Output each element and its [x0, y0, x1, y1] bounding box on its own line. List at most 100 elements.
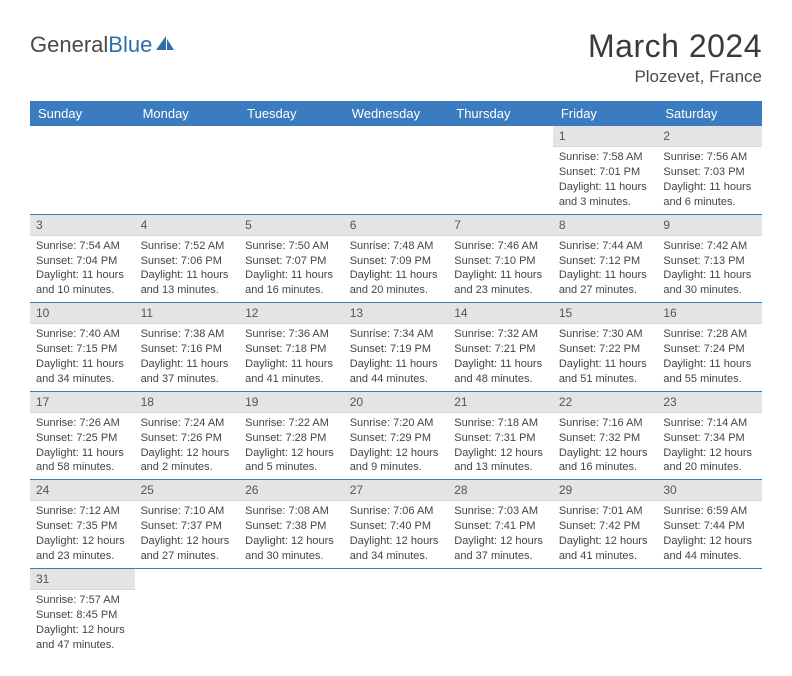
daylight-line-2: and 3 minutes. [559, 195, 652, 210]
sunset-line: Sunset: 7:41 PM [454, 519, 547, 534]
day-details: Sunrise: 7:52 AMSunset: 7:06 PMDaylight:… [135, 236, 240, 302]
sunset-line: Sunset: 7:35 PM [36, 519, 129, 534]
location-subtitle: Plozevet, France [588, 67, 762, 87]
sunrise-line: Sunrise: 7:32 AM [454, 327, 547, 342]
daylight-line-2: and 41 minutes. [245, 372, 338, 387]
sunset-line: Sunset: 7:03 PM [663, 165, 756, 180]
sunset-line: Sunset: 7:44 PM [663, 519, 756, 534]
day-details: Sunrise: 7:57 AMSunset: 8:45 PMDaylight:… [30, 590, 135, 656]
daylight-line-2: and 48 minutes. [454, 372, 547, 387]
calendar-cell: 6Sunrise: 7:48 AMSunset: 7:09 PMDaylight… [344, 214, 449, 303]
day-number: 9 [657, 215, 762, 236]
daylight-line-2: and 41 minutes. [559, 549, 652, 564]
calendar-cell: 26Sunrise: 7:08 AMSunset: 7:38 PMDayligh… [239, 480, 344, 569]
daylight-line-1: Daylight: 12 hours [663, 446, 756, 461]
daylight-line-2: and 16 minutes. [559, 460, 652, 475]
sunrise-line: Sunrise: 7:54 AM [36, 239, 129, 254]
sunset-line: Sunset: 7:26 PM [141, 431, 234, 446]
daylight-line-1: Daylight: 11 hours [663, 180, 756, 195]
calendar-page: GeneralBlue March 2024 Plozevet, France … [0, 0, 792, 676]
sunrise-line: Sunrise: 7:46 AM [454, 239, 547, 254]
sunrise-line: Sunrise: 7:26 AM [36, 416, 129, 431]
calendar-cell [657, 568, 762, 656]
sunrise-line: Sunrise: 7:28 AM [663, 327, 756, 342]
sunset-line: Sunset: 7:28 PM [245, 431, 338, 446]
weekday-header: Monday [135, 101, 240, 126]
daylight-line-1: Daylight: 11 hours [454, 268, 547, 283]
sunrise-line: Sunrise: 7:14 AM [663, 416, 756, 431]
calendar-cell: 12Sunrise: 7:36 AMSunset: 7:18 PMDayligh… [239, 303, 344, 392]
daylight-line-2: and 2 minutes. [141, 460, 234, 475]
calendar-cell: 29Sunrise: 7:01 AMSunset: 7:42 PMDayligh… [553, 480, 658, 569]
daylight-line-1: Daylight: 11 hours [141, 268, 234, 283]
daylight-line-1: Daylight: 12 hours [454, 534, 547, 549]
weekday-header: Saturday [657, 101, 762, 126]
day-number: 17 [30, 392, 135, 413]
sunrise-line: Sunrise: 7:08 AM [245, 504, 338, 519]
calendar-cell: 21Sunrise: 7:18 AMSunset: 7:31 PMDayligh… [448, 391, 553, 480]
weekday-header: Friday [553, 101, 658, 126]
sunrise-line: Sunrise: 7:22 AM [245, 416, 338, 431]
month-title: March 2024 [588, 28, 762, 65]
brand-part1: General [30, 32, 108, 58]
page-header: GeneralBlue March 2024 Plozevet, France [30, 28, 762, 87]
daylight-line-1: Daylight: 11 hours [245, 357, 338, 372]
day-details: Sunrise: 7:20 AMSunset: 7:29 PMDaylight:… [344, 413, 449, 479]
calendar-cell: 31Sunrise: 7:57 AMSunset: 8:45 PMDayligh… [30, 568, 135, 656]
sunrise-line: Sunrise: 7:06 AM [350, 504, 443, 519]
daylight-line-1: Daylight: 12 hours [141, 534, 234, 549]
calendar-cell [135, 126, 240, 214]
sunset-line: Sunset: 7:40 PM [350, 519, 443, 534]
daylight-line-2: and 20 minutes. [350, 283, 443, 298]
day-details: Sunrise: 7:46 AMSunset: 7:10 PMDaylight:… [448, 236, 553, 302]
calendar-cell: 10Sunrise: 7:40 AMSunset: 7:15 PMDayligh… [30, 303, 135, 392]
day-number: 15 [553, 303, 658, 324]
daylight-line-2: and 37 minutes. [141, 372, 234, 387]
day-number: 31 [30, 569, 135, 590]
daylight-line-1: Daylight: 11 hours [350, 357, 443, 372]
sunrise-line: Sunrise: 7:34 AM [350, 327, 443, 342]
daylight-line-1: Daylight: 11 hours [141, 357, 234, 372]
daylight-line-1: Daylight: 12 hours [559, 534, 652, 549]
daylight-line-2: and 13 minutes. [141, 283, 234, 298]
daylight-line-1: Daylight: 12 hours [559, 446, 652, 461]
daylight-line-1: Daylight: 11 hours [559, 268, 652, 283]
calendar-cell: 22Sunrise: 7:16 AMSunset: 7:32 PMDayligh… [553, 391, 658, 480]
day-number: 11 [135, 303, 240, 324]
sunset-line: Sunset: 7:29 PM [350, 431, 443, 446]
day-number: 28 [448, 480, 553, 501]
calendar-week-row: 1Sunrise: 7:58 AMSunset: 7:01 PMDaylight… [30, 126, 762, 214]
daylight-line-2: and 55 minutes. [663, 372, 756, 387]
day-details: Sunrise: 7:56 AMSunset: 7:03 PMDaylight:… [657, 147, 762, 213]
daylight-line-2: and 5 minutes. [245, 460, 338, 475]
daylight-line-1: Daylight: 11 hours [663, 268, 756, 283]
calendar-cell [448, 568, 553, 656]
calendar-cell: 20Sunrise: 7:20 AMSunset: 7:29 PMDayligh… [344, 391, 449, 480]
calendar-week-row: 3Sunrise: 7:54 AMSunset: 7:04 PMDaylight… [30, 214, 762, 303]
sunrise-line: Sunrise: 7:20 AM [350, 416, 443, 431]
daylight-line-2: and 51 minutes. [559, 372, 652, 387]
sunrise-line: Sunrise: 7:44 AM [559, 239, 652, 254]
calendar-cell: 17Sunrise: 7:26 AMSunset: 7:25 PMDayligh… [30, 391, 135, 480]
calendar-cell: 14Sunrise: 7:32 AMSunset: 7:21 PMDayligh… [448, 303, 553, 392]
day-number: 7 [448, 215, 553, 236]
sunrise-line: Sunrise: 7:57 AM [36, 593, 129, 608]
calendar-cell: 8Sunrise: 7:44 AMSunset: 7:12 PMDaylight… [553, 214, 658, 303]
sunset-line: Sunset: 7:12 PM [559, 254, 652, 269]
daylight-line-2: and 23 minutes. [454, 283, 547, 298]
calendar-cell [135, 568, 240, 656]
sunset-line: Sunset: 7:04 PM [36, 254, 129, 269]
day-details: Sunrise: 6:59 AMSunset: 7:44 PMDaylight:… [657, 501, 762, 567]
sail-icon [154, 32, 176, 58]
weekday-header: Sunday [30, 101, 135, 126]
day-number: 4 [135, 215, 240, 236]
daylight-line-1: Daylight: 11 hours [454, 357, 547, 372]
day-number: 20 [344, 392, 449, 413]
day-number: 14 [448, 303, 553, 324]
sunset-line: Sunset: 7:06 PM [141, 254, 234, 269]
daylight-line-2: and 6 minutes. [663, 195, 756, 210]
day-details: Sunrise: 7:12 AMSunset: 7:35 PMDaylight:… [30, 501, 135, 567]
day-number: 10 [30, 303, 135, 324]
day-details: Sunrise: 7:58 AMSunset: 7:01 PMDaylight:… [553, 147, 658, 213]
calendar-cell: 30Sunrise: 6:59 AMSunset: 7:44 PMDayligh… [657, 480, 762, 569]
